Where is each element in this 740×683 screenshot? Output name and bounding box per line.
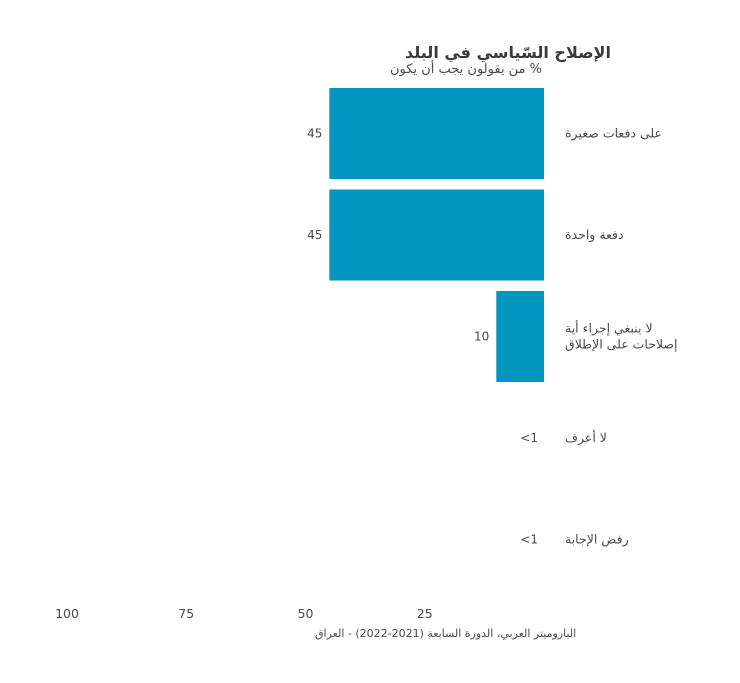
bar-0: [329, 88, 544, 179]
x-tick-label-0: 25: [417, 606, 433, 621]
bar-1: [329, 189, 544, 281]
x-tick-label-3: 100: [55, 606, 79, 621]
value-label-2: 10: [474, 330, 489, 344]
category-label-0: على دفعات صغيرة: [565, 126, 662, 142]
category-label-2-line-1: إصلاحات على الإطلاق: [565, 337, 678, 353]
category-label-4: رفض الإجابة: [565, 532, 629, 548]
x-tick-label-2: 75: [178, 606, 194, 621]
x-axis-ticks: 25 50 75 100: [55, 606, 433, 621]
bar-2: [496, 291, 544, 382]
value-label-1: 45: [307, 228, 322, 242]
chart-title: الإصلاح السّياسي في البلد: [405, 43, 611, 63]
bars-group: 45 على دفعات صغيرة 45 دفعة واحدة 10 لا ينبغي …: [307, 88, 678, 548]
category-label-2-line-0: لا ينبغي إجراء أية: [565, 320, 653, 337]
source-note: الباروميتر العربي، الدورة السابعة (2021-…: [315, 627, 576, 640]
category-label-1: دفعة واحدة: [565, 227, 624, 243]
value-label-4: <1: [520, 533, 538, 547]
x-tick-label-1: 50: [298, 606, 314, 621]
value-label-3: <1: [520, 431, 538, 445]
chart-subtitle: % من يقولون يجب أن يكون: [390, 60, 542, 77]
category-label-3: لا أعرف: [565, 429, 607, 446]
value-label-0: 45: [307, 127, 322, 141]
